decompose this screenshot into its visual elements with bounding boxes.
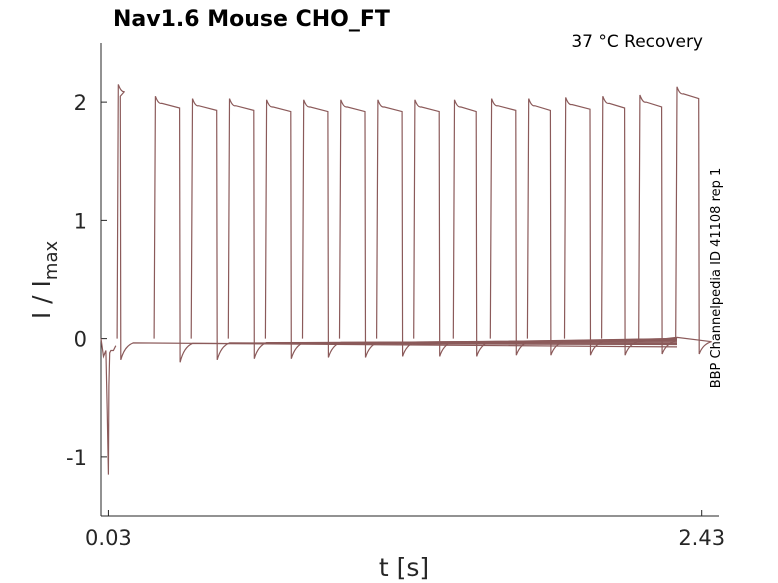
trace-pulse (638, 94, 678, 355)
trace-pulse (452, 99, 678, 357)
trace-pulse (563, 97, 678, 356)
trace-pulse (190, 98, 678, 361)
trace-pulse (376, 99, 678, 357)
axes: -1 0 1 2 0.03 2.43 (66, 43, 725, 550)
trace-pulse (227, 98, 678, 359)
trace-pulse (301, 99, 678, 358)
y-axis-label-subscript: max (41, 241, 62, 281)
side-note: BBP Channelpedia ID 41108 rep 1 (709, 168, 724, 389)
traces (100, 84, 712, 475)
trace-pulse (489, 98, 678, 356)
trace-pulse (338, 99, 678, 358)
trace-pulse (264, 99, 678, 359)
y-axis-label-main: I / I (27, 280, 56, 319)
chart-subtitle: 37 °C Recovery (571, 32, 703, 52)
y-tick-label: 2 (74, 91, 87, 115)
y-tick-label: 1 (74, 209, 87, 233)
trace-pulse (675, 86, 712, 355)
trace-pulse (116, 84, 678, 361)
x-tick-label: 0.03 (85, 526, 132, 550)
y-tick-label: 0 (74, 328, 87, 352)
trace-pulse (526, 98, 678, 356)
trace-initial-transient (100, 338, 117, 475)
y-axis-label: I / Imax (27, 241, 62, 320)
trace-pulse (601, 95, 678, 356)
chart-title: Nav1.6 Mouse CHO_FT (113, 7, 390, 32)
side-note-text: BBP Channelpedia ID 41108 rep 1 (709, 168, 724, 389)
y-tick-label: -1 (66, 446, 87, 470)
trace-pulse (153, 95, 678, 363)
svg-text:I / Imax: I / Imax (27, 241, 62, 320)
trace-pulse (413, 99, 678, 357)
x-tick-label: 2.43 (678, 526, 725, 550)
x-axis-label: t [s] (379, 553, 429, 582)
